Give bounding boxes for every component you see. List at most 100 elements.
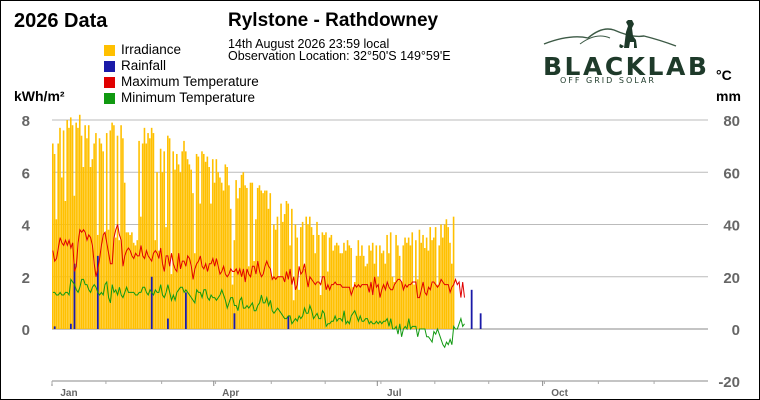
irradiance-bar — [433, 237, 435, 329]
right-tick-label: 40 — [723, 218, 740, 235]
irradiance-bar — [179, 172, 182, 329]
irradiance-bar — [102, 151, 104, 329]
irradiance-bar — [262, 193, 264, 329]
irradiance-bar — [129, 234, 131, 329]
irradiance-bar — [425, 237, 428, 329]
irradiance-bar — [228, 185, 230, 329]
irradiance-bar — [298, 289, 300, 329]
rainfall-bar — [73, 263, 76, 329]
right-tick-label: 0 — [732, 322, 740, 339]
irradiance-bar — [84, 125, 86, 329]
irradiance-bar — [69, 117, 72, 329]
x-tick-label: Oct — [551, 388, 568, 399]
dog-icon — [619, 20, 637, 48]
irradiance-bar — [427, 250, 430, 329]
irradiance-bar — [280, 203, 282, 329]
irradiance-bar — [154, 240, 157, 329]
irradiance-bar — [294, 224, 297, 329]
left-axis-unit: kWh/m² — [14, 88, 65, 104]
irradiance-bar — [292, 300, 295, 329]
irradiance-bar — [344, 250, 347, 329]
irradiance-bar — [316, 221, 318, 329]
irradiance-bar — [339, 253, 342, 329]
irradiance-bar — [208, 167, 210, 329]
right-axis-unit-temp: °C — [716, 67, 732, 83]
irradiance-bar — [370, 250, 372, 329]
left-tick-label: 4 — [22, 218, 31, 235]
irradiance-bar — [190, 169, 192, 329]
irradiance-bar — [309, 216, 311, 329]
irradiance-bar — [109, 130, 112, 329]
left-tick-label: 6 — [22, 165, 30, 182]
irradiance-bar — [314, 253, 316, 329]
irradiance-bar — [201, 151, 203, 329]
rainfall-bar — [150, 276, 153, 329]
irradiance-bar — [168, 138, 171, 329]
irradiance-bar — [226, 167, 228, 329]
irradiance-bar — [62, 130, 65, 329]
irradiance-bar — [291, 208, 293, 329]
irradiance-bar — [210, 203, 212, 329]
irradiance-bar — [240, 174, 243, 329]
irradiance-bar — [251, 182, 254, 329]
irradiance-bar — [55, 219, 58, 329]
irradiance-bar — [368, 245, 370, 329]
irradiance-bar — [398, 255, 401, 329]
legend-item-rainfall: Rainfall — [104, 58, 259, 74]
station-name: Rylstone - Rathdowney — [228, 10, 439, 31]
irradiance-bar — [147, 133, 149, 329]
irradiance-bar — [300, 227, 302, 329]
irradiance-bar — [158, 250, 160, 329]
rainfall-bar — [69, 323, 72, 329]
irradiance-bar — [86, 138, 88, 329]
irradiance-bar — [364, 266, 367, 329]
x-tick-label: Jul — [387, 388, 402, 399]
rainfall-bar — [479, 313, 482, 329]
irradiance-bar — [282, 221, 284, 329]
irradiance-bar — [303, 268, 306, 329]
irradiance-bar — [429, 227, 432, 329]
irradiance-bar — [409, 245, 412, 329]
legend-label: Rainfall — [121, 58, 167, 73]
irradiance-bar — [391, 276, 394, 329]
legend-item-max-temp: Maximum Temperature — [104, 74, 259, 90]
irradiance-bar — [244, 185, 246, 329]
irradiance-bar — [136, 240, 139, 329]
irradiance-bar — [143, 127, 146, 330]
irradiance-bar — [267, 208, 270, 329]
irradiance-bar — [237, 198, 239, 329]
irradiance-bar — [131, 232, 133, 329]
irradiance-bar — [66, 120, 68, 329]
legend-label: Maximum Temperature — [121, 74, 259, 89]
irradiance-bar — [222, 190, 225, 329]
irradiance-bar — [341, 253, 343, 329]
irradiance-bar — [330, 234, 333, 329]
irradiance-bar — [436, 284, 439, 329]
irradiance-bar — [278, 276, 281, 329]
irradiance-bar — [242, 172, 245, 329]
irradiance-bar — [100, 143, 103, 329]
irradiance-bar — [87, 125, 90, 329]
irradiance-bar — [235, 180, 237, 329]
irradiance-bar — [350, 248, 352, 329]
irradiance-bar — [193, 253, 196, 329]
irradiance-bar — [371, 242, 374, 329]
right-axis-unit-rain: mm — [716, 88, 741, 104]
irradiance-bar — [60, 177, 63, 329]
irradiance-bar — [438, 245, 441, 329]
observation-location: Observation Location: 32°50'S 149°59'E — [228, 49, 451, 63]
irradiance-bar — [307, 224, 309, 329]
irradiance-bar — [202, 153, 205, 329]
irradiance-bar — [289, 245, 291, 329]
irradiance-bar — [116, 135, 119, 329]
irradiance-bar — [224, 164, 227, 329]
irradiance-bar — [211, 159, 214, 329]
irradiance-bar — [104, 232, 106, 329]
irradiance-bar — [217, 172, 219, 329]
irradiance-bar — [406, 242, 408, 329]
irradiance-bar — [407, 237, 410, 329]
irradiance-bar — [93, 143, 95, 329]
logo-tagline: OFF GRID SOLAR — [560, 76, 656, 85]
irradiance-bar — [323, 234, 325, 329]
blacklab-logo — [543, 20, 677, 48]
